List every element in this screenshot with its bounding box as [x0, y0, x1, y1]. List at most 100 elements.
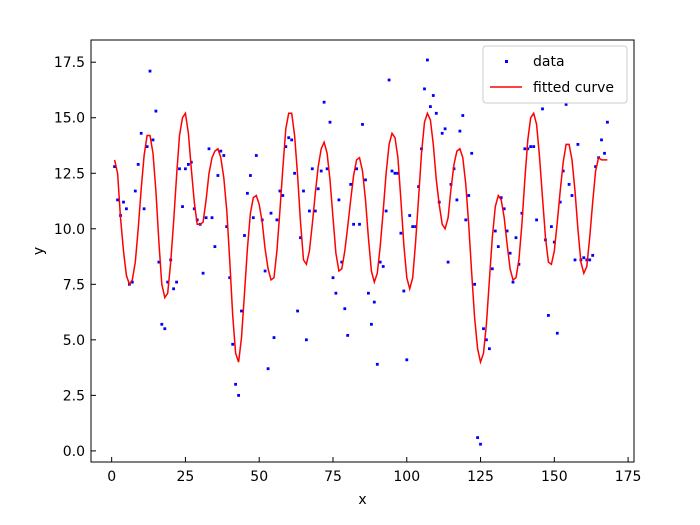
data-point-138: [523, 147, 527, 151]
data-point-108: [434, 111, 438, 115]
data-point-104: [423, 87, 426, 91]
data-point-147: [552, 240, 556, 244]
y-tick-label-3: 7.5: [63, 277, 85, 293]
y-tick-label-0: 0.0: [63, 444, 85, 460]
data-point-78: [346, 334, 350, 337]
y-axis-ticks: 0.0 2.5 5.0 7.5 10.0 12.5 15.0 17.5: [54, 55, 96, 460]
data-point-88: [375, 362, 379, 366]
x-tick-label-4: 100: [393, 469, 420, 485]
legend-label-fitted-curve: fitted curve: [533, 80, 614, 96]
data-point-63: [302, 189, 305, 193]
y-tick-label-5: 12.5: [54, 166, 85, 182]
data-point-145: [547, 314, 550, 317]
data-point-10: [142, 207, 146, 211]
data-point-46: [249, 174, 252, 177]
y-tick-label-4: 10.0: [54, 222, 85, 238]
data-point-73: [331, 276, 335, 280]
data-point-159: [588, 258, 592, 262]
data-point-129: [496, 245, 500, 248]
data-point-122: [476, 436, 479, 439]
data-point-106: [429, 105, 432, 108]
data-point-13: [151, 138, 155, 142]
data-point-60: [293, 171, 296, 175]
data-point-128: [493, 229, 497, 233]
data-point-65: [308, 209, 311, 213]
data-point-130: [499, 196, 503, 200]
x-tick-label-0: 0: [107, 469, 116, 485]
data-point-40: [231, 342, 235, 346]
data-point-23: [181, 205, 184, 208]
data-point-115: [455, 198, 459, 202]
data-point-118: [464, 218, 468, 222]
data-point-161: [594, 165, 597, 168]
data-point-58: [287, 136, 291, 140]
data-point-84: [364, 178, 367, 182]
data-point-44: [243, 234, 246, 237]
data-point-34: [213, 245, 217, 248]
data-point-153: [570, 194, 574, 197]
data-point-72: [328, 120, 332, 124]
data-point-61: [296, 309, 299, 313]
data-point-79: [349, 183, 353, 186]
data-point-20: [172, 287, 175, 291]
fitted-curve-line: [113, 111, 608, 365]
data-point-121: [473, 282, 476, 286]
data-point-9: [139, 131, 143, 135]
data-point-155: [576, 143, 580, 146]
data-point-75: [337, 198, 341, 202]
data-point-86: [370, 322, 373, 326]
data-point-124: [482, 327, 485, 331]
data-point-111: [443, 127, 447, 131]
data-point-132: [505, 229, 509, 233]
data-point-3: [122, 200, 125, 204]
data-point-30: [201, 271, 205, 275]
data-point-55: [278, 189, 282, 193]
data-point-100: [411, 225, 415, 228]
data-point-14: [154, 109, 158, 113]
data-point-126: [488, 347, 491, 351]
data-point-105: [426, 58, 429, 62]
data-point-154: [573, 258, 577, 262]
data-point-135: [514, 236, 518, 240]
y-tick-label-6: 15.0: [54, 111, 85, 127]
data-point-123: [479, 442, 482, 446]
data-point-101: [414, 225, 417, 228]
data-point-96: [399, 231, 403, 235]
data-point-131: [502, 207, 506, 211]
data-point-15: [157, 260, 161, 264]
data-point-33: [210, 216, 214, 220]
data-point-160: [591, 254, 595, 257]
data-point-66: [310, 167, 314, 171]
x-tick-label-1: 25: [177, 469, 195, 485]
data-point-17: [163, 327, 167, 331]
data-point-87: [372, 300, 376, 304]
data-point-32: [207, 147, 211, 151]
data-point-81: [355, 167, 358, 171]
data-point-125: [485, 338, 488, 342]
y-tick-label-7: 17.5: [54, 55, 85, 71]
data-point-151: [564, 103, 568, 106]
data-point-165: [606, 120, 609, 124]
data-point-97: [402, 289, 406, 293]
x-tick-label-6: 150: [541, 469, 568, 485]
data-point-148: [555, 331, 559, 335]
data-point-150: [561, 169, 565, 173]
data-point-149: [558, 200, 562, 204]
data-point-74: [334, 291, 338, 295]
x-tick-label-2: 50: [250, 469, 268, 485]
data-point-157: [582, 256, 586, 260]
data-point-56: [281, 194, 285, 197]
data-point-1: [116, 198, 119, 202]
data-point-11: [145, 145, 149, 148]
data-point-70: [322, 100, 326, 104]
data-point-90: [381, 265, 385, 268]
data-point-143: [541, 107, 544, 111]
y-tick-label-2: 5.0: [63, 333, 85, 349]
data-point-39: [228, 276, 232, 280]
x-axis-ticks: 0 25 50 75 100 125 150 175: [107, 457, 641, 485]
data-point-110: [440, 131, 444, 135]
data-point-45: [246, 191, 249, 195]
data-point-83: [361, 123, 364, 126]
data-point-89: [378, 260, 382, 264]
